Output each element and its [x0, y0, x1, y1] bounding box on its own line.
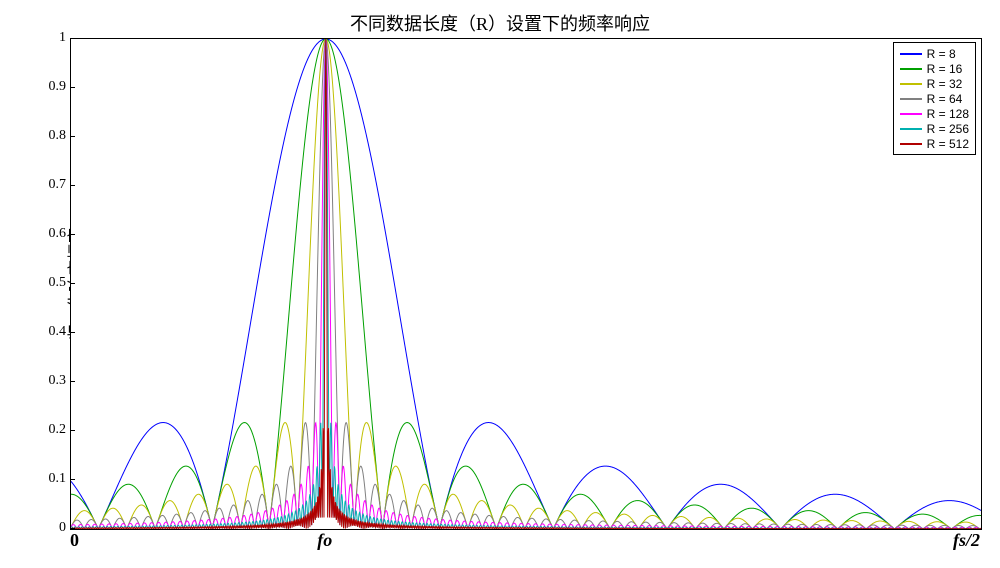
series-line [71, 39, 981, 529]
legend-swatch [900, 98, 922, 100]
legend-swatch [900, 68, 922, 70]
series-line [71, 39, 981, 529]
ytick-label: 0 [59, 520, 66, 536]
ytick-label: 1 [59, 30, 66, 46]
ytick-label: 0.1 [49, 471, 67, 487]
ytick-label: 0.2 [49, 422, 67, 438]
plot-svg [71, 39, 981, 529]
xtick-label: fs/2 [953, 530, 980, 551]
legend-label: R = 16 [927, 62, 963, 76]
ytick-label: 0.5 [49, 275, 67, 291]
ytick-label: 0.9 [49, 79, 67, 95]
legend-item: R = 512 [900, 136, 969, 151]
chart-container: 不同数据长度（R）设置下的频率响应 归一化响应幅度 00.10.20.30.40… [10, 10, 990, 558]
ytick-label: 0.7 [49, 177, 67, 193]
chart-title: 不同数据长度（R）设置下的频率响应 [10, 10, 990, 36]
legend-label: R = 512 [927, 137, 969, 151]
legend-label: R = 128 [927, 107, 969, 121]
xtick-label: fo [317, 530, 332, 551]
legend-label: R = 32 [927, 77, 963, 91]
legend-item: R = 128 [900, 106, 969, 121]
xtick-label: 0 [70, 530, 79, 551]
ytick-label: 0.4 [49, 324, 67, 340]
legend-swatch [900, 128, 922, 130]
legend-label: R = 8 [927, 47, 956, 61]
legend: R = 8R = 16R = 32R = 64R = 128R = 256R =… [893, 42, 976, 155]
series-line [71, 39, 981, 529]
ytick-label: 0.6 [49, 226, 67, 242]
legend-item: R = 256 [900, 121, 969, 136]
legend-item: R = 8 [900, 46, 969, 61]
series-line [71, 39, 981, 529]
legend-swatch [900, 53, 922, 55]
legend-item: R = 64 [900, 91, 969, 106]
series-line [71, 39, 981, 529]
ytick-label: 0.8 [49, 128, 67, 144]
legend-swatch [900, 83, 922, 85]
series-line [71, 39, 981, 529]
legend-item: R = 16 [900, 61, 969, 76]
series-line [71, 39, 981, 529]
plot-area [70, 38, 982, 530]
legend-swatch [900, 143, 922, 145]
legend-label: R = 64 [927, 92, 963, 106]
legend-swatch [900, 113, 922, 115]
ytick-label: 0.3 [49, 373, 67, 389]
legend-item: R = 32 [900, 76, 969, 91]
legend-label: R = 256 [927, 122, 969, 136]
